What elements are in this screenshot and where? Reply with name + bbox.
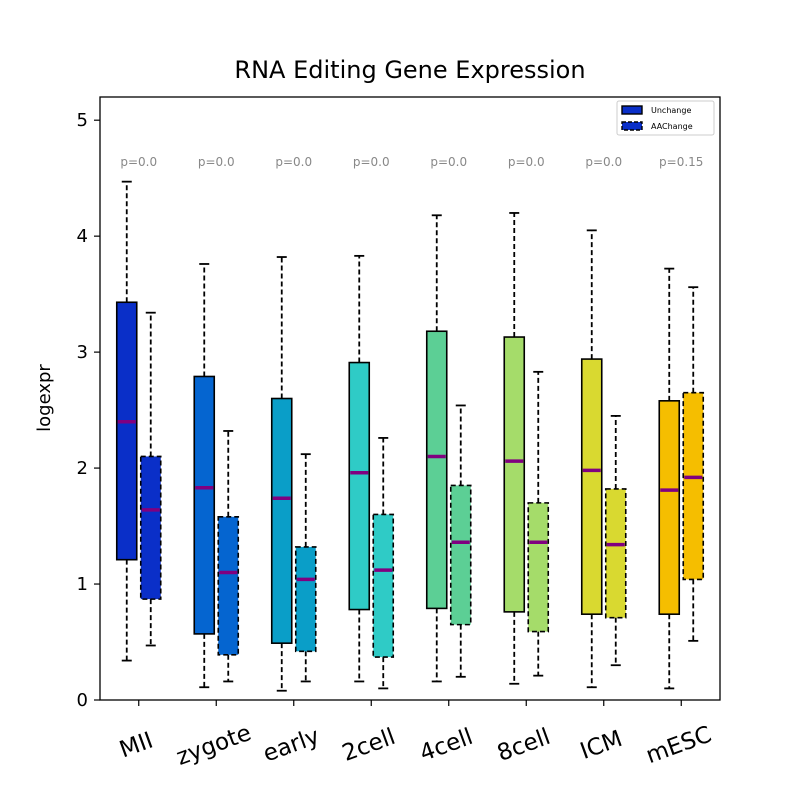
p-value-label: p=0.0: [120, 155, 157, 169]
box-aachange-4cell: [449, 404, 472, 678]
box-aachange-2cell: [372, 437, 395, 690]
box-aachange-mESC: [682, 286, 705, 642]
y-tick-label: 1: [77, 574, 88, 595]
box-body: [348, 361, 371, 611]
box-unchange-4cell: [425, 214, 448, 683]
p-value-label: p=0.0: [508, 155, 545, 169]
y-tick-label: 4: [77, 226, 88, 247]
y-tick-label: 0: [77, 690, 88, 711]
x-tick-label: 2cell: [339, 724, 399, 767]
box-body: [658, 400, 681, 615]
p-value-label: p=0.0: [198, 155, 235, 169]
box-body: [527, 502, 550, 633]
box-unchange-zygote: [193, 263, 216, 689]
x-tick-label: ICM: [577, 726, 626, 765]
box-aachange-early: [294, 453, 317, 683]
box-body: [217, 515, 240, 656]
y-tick-label: 3: [77, 342, 88, 363]
box-aachange-MII: [139, 311, 162, 647]
box-body: [580, 358, 603, 615]
y-tick-label: 2: [77, 458, 88, 479]
x-tick-label: early: [260, 723, 323, 767]
p-value-label: p=0.0: [585, 155, 622, 169]
box-unchange-early: [270, 256, 293, 692]
box-unchange-8cell: [503, 212, 526, 685]
box-body: [503, 336, 526, 613]
box-body: [682, 391, 705, 581]
box-aachange-8cell: [527, 370, 550, 677]
box-unchange-mESC: [658, 267, 681, 690]
p-value-label: p=0.0: [275, 155, 312, 169]
box-body: [294, 546, 317, 653]
box-aachange-ICM: [604, 414, 627, 667]
p-value-label: p=0.15: [659, 155, 703, 169]
p-value-label: p=0.0: [430, 155, 467, 169]
box-unchange-ICM: [580, 229, 603, 689]
y-axis-label: logexpr: [34, 364, 55, 432]
box-body: [193, 375, 216, 635]
legend-label-aachange: AAChange: [651, 122, 693, 131]
chart-title: RNA Editing Gene Expression: [234, 56, 585, 84]
box-body: [604, 488, 627, 619]
x-tick-label: 8cell: [494, 724, 554, 767]
box-body: [449, 484, 472, 626]
plot-area: 0 1 2 3 4 5 MII p=0.0 zygote p=0.0 early p=0.0 2cell…: [77, 110, 716, 771]
box-unchange-MII: [115, 180, 138, 662]
legend-swatch-aachange: [621, 121, 643, 131]
x-tick-label: 4cell: [416, 724, 476, 767]
box-body: [270, 397, 293, 644]
box-body: [139, 455, 162, 600]
legend-swatch-unchange: [621, 105, 643, 115]
box-aachange-zygote: [217, 430, 240, 683]
axes-frame: [99, 96, 721, 701]
box-body: [115, 301, 138, 561]
legend-label-unchange: Unchange: [651, 106, 691, 115]
x-tick-label: zygote: [173, 720, 255, 771]
box-body: [372, 513, 395, 658]
box-body: [425, 330, 448, 610]
p-value-label: p=0.0: [353, 155, 390, 169]
y-tick-label: 5: [77, 110, 88, 131]
x-tick-label: mESC: [643, 722, 715, 770]
x-tick-label: MII: [116, 727, 156, 763]
box-unchange-2cell: [348, 254, 371, 683]
legend: Unchange AAChange: [616, 100, 715, 136]
